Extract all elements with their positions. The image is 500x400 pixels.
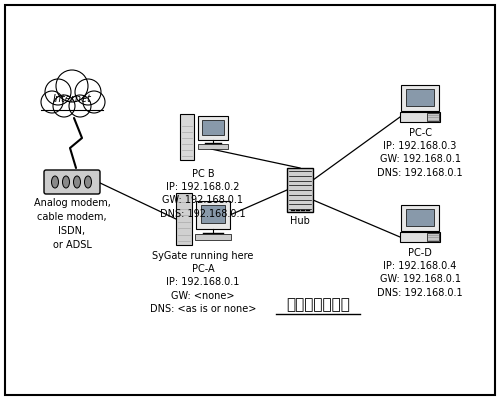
FancyBboxPatch shape <box>176 193 192 245</box>
Circle shape <box>75 79 101 105</box>
Circle shape <box>41 91 63 113</box>
Text: Internet: Internet <box>52 94 92 104</box>
Text: PC B
IP: 192.168.0.2
GW: 192.168.0.1
DNS: 192.168.0.1: PC B IP: 192.168.0.2 GW: 192.168.0.1 DNS… <box>160 169 246 218</box>
FancyBboxPatch shape <box>401 205 439 231</box>
FancyBboxPatch shape <box>427 233 439 241</box>
Ellipse shape <box>62 176 70 188</box>
FancyBboxPatch shape <box>198 144 228 149</box>
FancyBboxPatch shape <box>202 120 224 135</box>
FancyBboxPatch shape <box>400 112 440 122</box>
FancyBboxPatch shape <box>196 201 230 229</box>
Text: Hub: Hub <box>290 216 310 226</box>
Text: PC-C
IP: 192.168.0.3
GW: 192.168.0.1
DNS: 192.168.0.1: PC-C IP: 192.168.0.3 GW: 192.168.0.1 DNS… <box>377 128 463 178</box>
FancyBboxPatch shape <box>406 89 434 106</box>
Text: Analog modem,
cable modem,
ISDN,
or ADSL: Analog modem, cable modem, ISDN, or ADSL <box>34 198 110 250</box>
FancyBboxPatch shape <box>400 232 440 242</box>
FancyBboxPatch shape <box>44 170 100 194</box>
Ellipse shape <box>52 176 59 188</box>
Text: 家庭网星型方案: 家庭网星型方案 <box>286 297 350 312</box>
FancyBboxPatch shape <box>287 168 313 212</box>
Ellipse shape <box>84 176 91 188</box>
FancyBboxPatch shape <box>195 234 231 240</box>
FancyBboxPatch shape <box>406 209 434 226</box>
Circle shape <box>69 95 91 117</box>
Circle shape <box>83 91 105 113</box>
FancyBboxPatch shape <box>427 113 439 121</box>
Circle shape <box>53 95 75 117</box>
Text: PC-D
IP: 192.168.0.4
GW: 192.168.0.1
DNS: 192.168.0.1: PC-D IP: 192.168.0.4 GW: 192.168.0.1 DNS… <box>377 248 463 298</box>
FancyBboxPatch shape <box>198 116 228 140</box>
FancyBboxPatch shape <box>401 85 439 111</box>
Text: SyGate running here
PC-A
IP: 192.168.0.1
GW: <none>
DNS: <as is or none>: SyGate running here PC-A IP: 192.168.0.1… <box>150 251 256 314</box>
Circle shape <box>45 79 71 105</box>
FancyBboxPatch shape <box>201 205 225 223</box>
Circle shape <box>56 70 88 102</box>
FancyBboxPatch shape <box>180 114 194 160</box>
Ellipse shape <box>74 176 80 188</box>
FancyBboxPatch shape <box>41 99 103 117</box>
